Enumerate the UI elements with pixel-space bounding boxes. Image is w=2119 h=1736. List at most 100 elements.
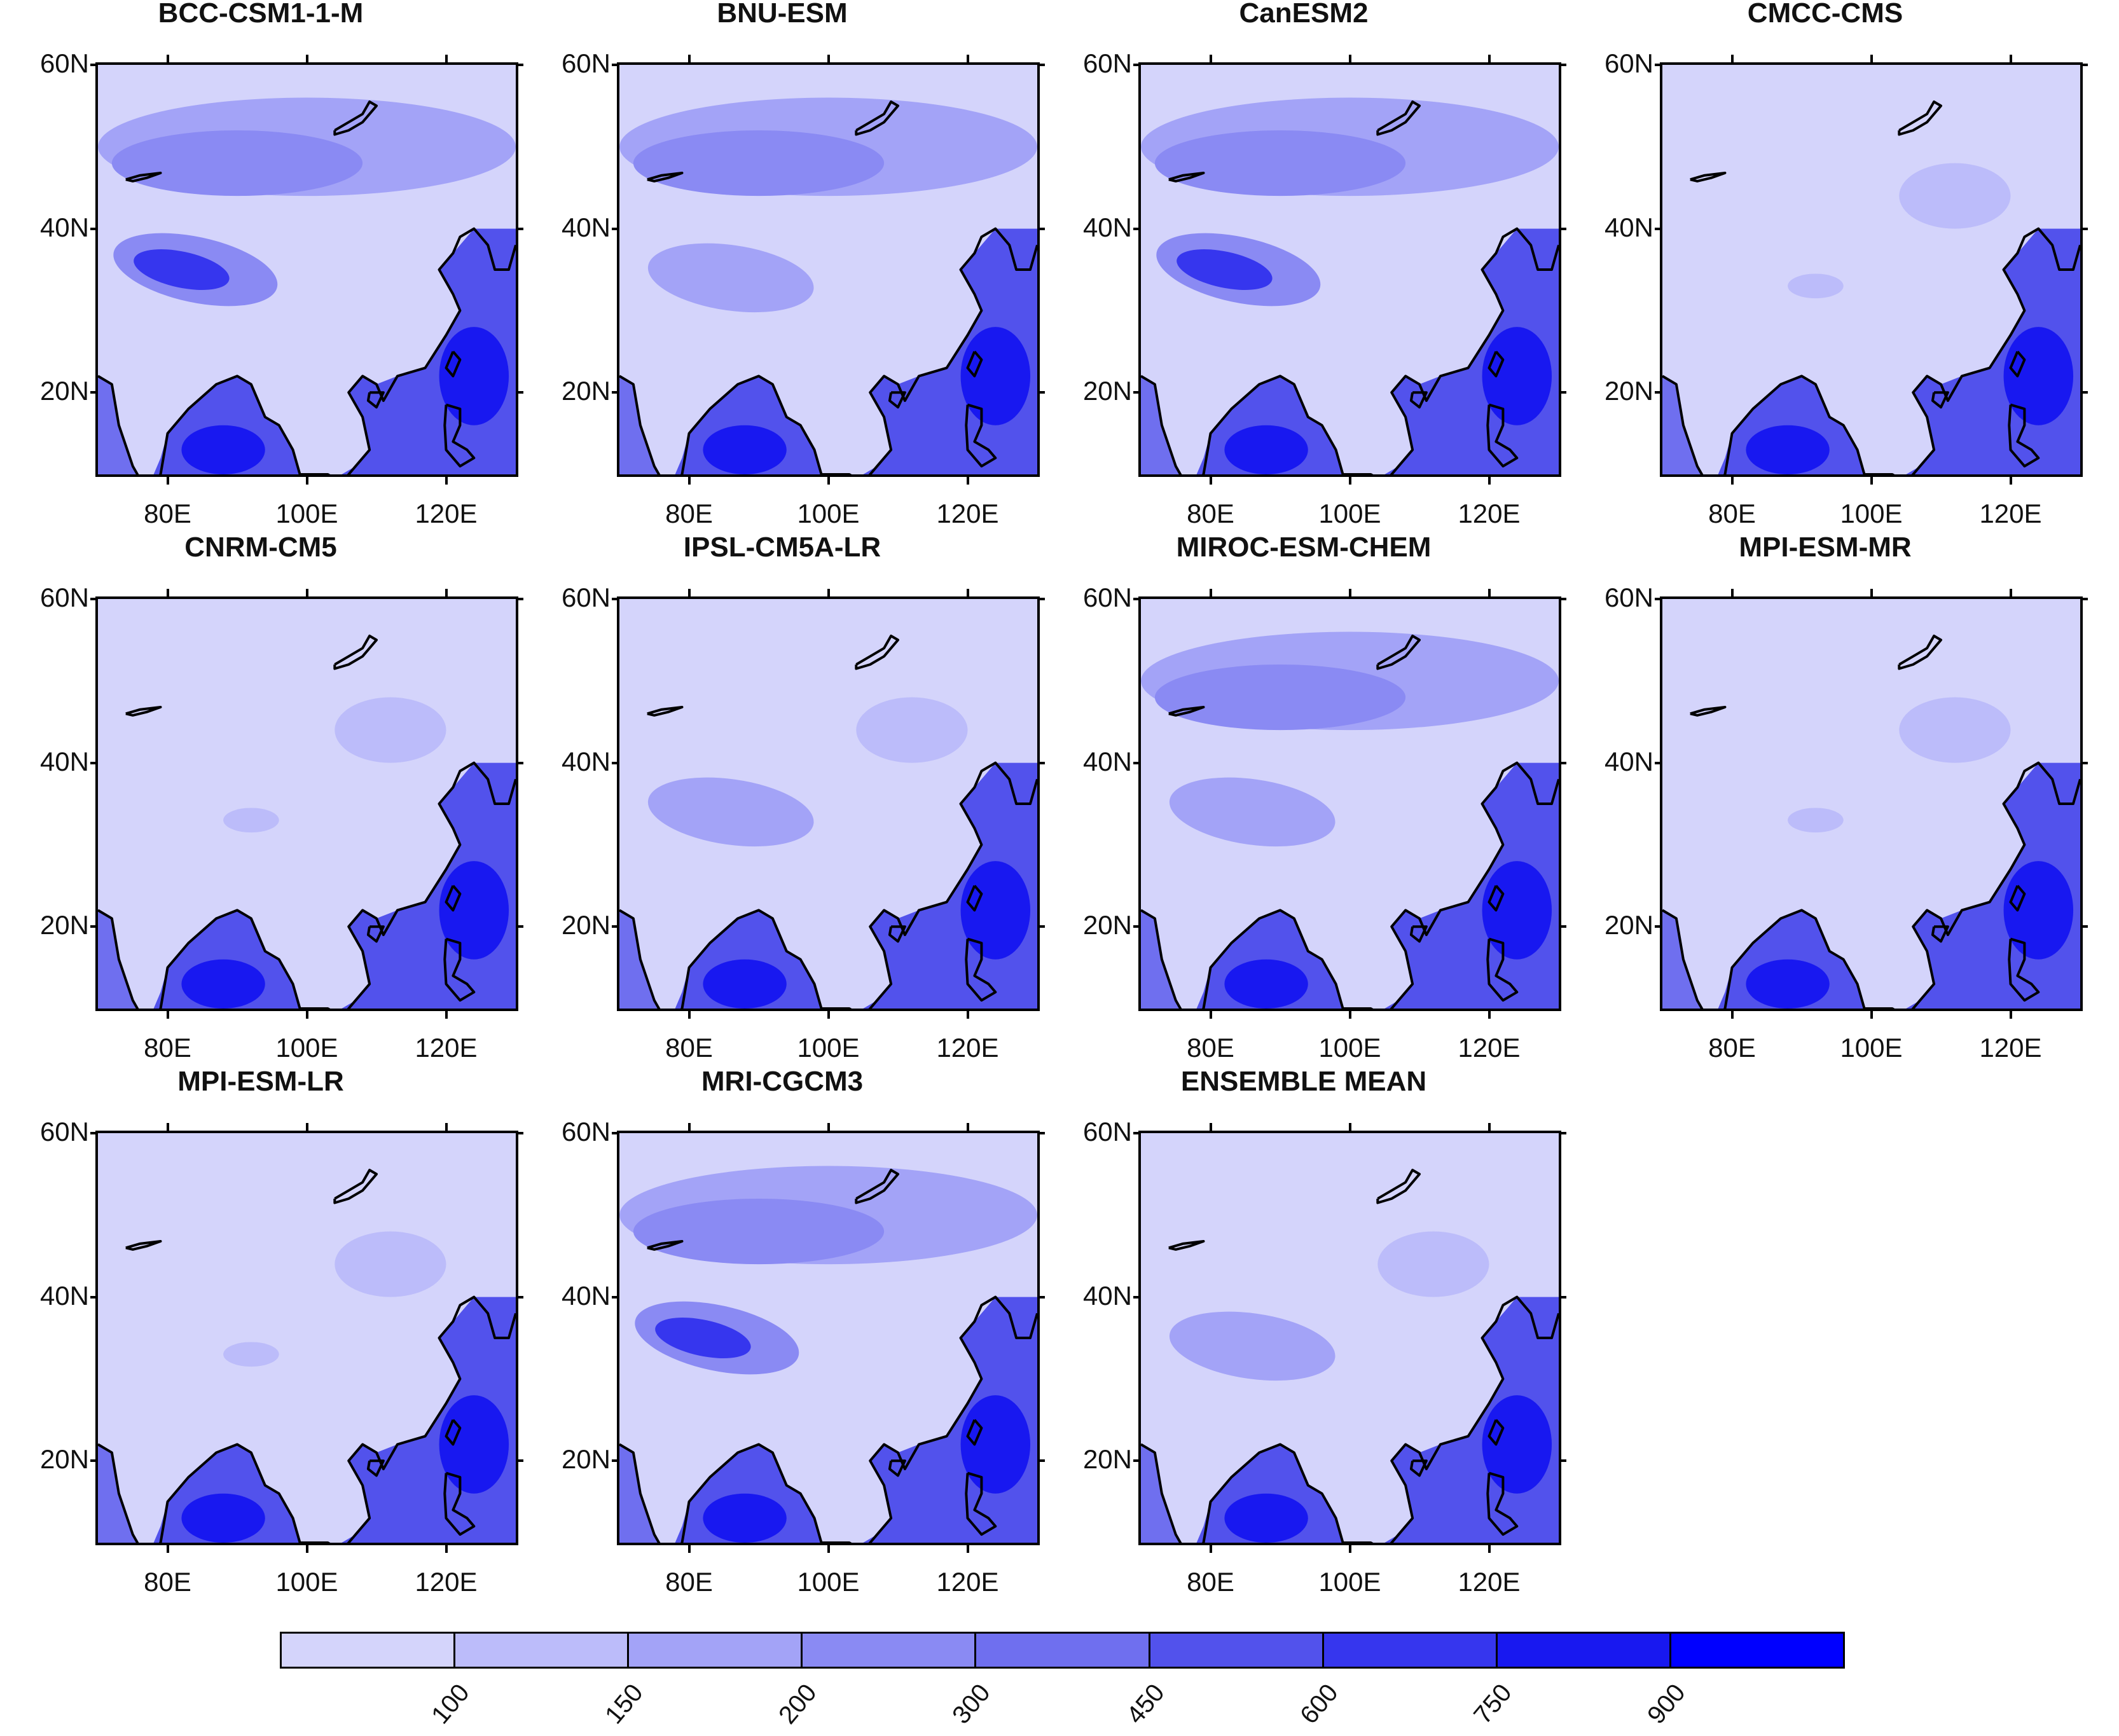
north-band-core xyxy=(1154,665,1406,731)
tibet-shade xyxy=(647,243,814,313)
lon-tick-label: 80E xyxy=(665,499,713,528)
lon-tick-label: 80E xyxy=(665,1033,713,1063)
lat-tick xyxy=(612,1295,619,1299)
map-panel: IPSL-CM5A-LR 60N 40N 20N 80E 100E 120E xyxy=(521,532,1045,1063)
lon-tick-top xyxy=(1870,55,1873,62)
lat-tick-label: 20N xyxy=(39,376,89,406)
map-area xyxy=(1660,62,2083,477)
lon-tick xyxy=(827,477,830,485)
lon-tick-top xyxy=(1348,1123,1351,1131)
hainan-outline xyxy=(366,391,385,409)
lon-tick-top xyxy=(827,55,830,62)
lat-tick-label: 60N xyxy=(1082,1117,1132,1147)
lon-tick xyxy=(1730,1011,1734,1019)
lat-tick xyxy=(90,1295,98,1299)
lon-tick-top xyxy=(1487,1123,1491,1131)
lat-tick-label: 60N xyxy=(1082,582,1132,612)
tibet-shade xyxy=(1169,777,1336,847)
lon-tick-top xyxy=(166,589,169,596)
lat-tick xyxy=(612,1132,619,1134)
lat-tick-right xyxy=(516,1132,523,1134)
lon-tick-top xyxy=(2009,589,2012,596)
lon-tick-label: 80E xyxy=(1187,1567,1234,1597)
hainan-outline xyxy=(1931,391,1949,409)
lon-tick-label: 100E xyxy=(797,499,860,528)
lat-tick xyxy=(1133,1295,1141,1299)
lon-tick-label: 120E xyxy=(415,499,478,528)
lon-tick-label: 80E xyxy=(144,1033,191,1063)
map-area xyxy=(1138,596,1561,1011)
coastline xyxy=(98,227,516,474)
north-band-core xyxy=(1154,130,1406,196)
luzon-outline xyxy=(1486,403,1519,468)
hainan-outline xyxy=(888,925,906,943)
map-panel: MPI-ESM-MR 60N 40N 20N 80E 100E 120E xyxy=(1564,532,2088,1063)
north-shade xyxy=(856,697,968,763)
lake-balkhash xyxy=(125,172,162,183)
lat-tick-label: 60N xyxy=(39,48,89,78)
west-pacific-max xyxy=(439,861,509,960)
lat-tick-label: 60N xyxy=(39,582,89,612)
map-area xyxy=(95,596,518,1011)
colorbar-box xyxy=(974,1632,1150,1669)
colorbar-level-label: 300 xyxy=(947,1679,997,1730)
bengal-max xyxy=(181,959,265,1009)
lat-tick-right xyxy=(1559,925,1566,928)
lat-tick xyxy=(90,1132,98,1134)
lat-tick xyxy=(1133,227,1141,230)
map-area xyxy=(617,62,1040,477)
lon-tick-label: 100E xyxy=(275,1033,338,1063)
lake-baikal xyxy=(1376,100,1421,136)
lat-tick xyxy=(1655,391,1662,394)
hainan-outline xyxy=(888,1459,906,1477)
lat-tick-right xyxy=(1037,1459,1045,1463)
taiwan-outline xyxy=(1487,1419,1505,1446)
lon-tick-top xyxy=(1870,589,1873,596)
lat-tick-right xyxy=(1559,227,1566,230)
panel-title: MPI-ESM-MR xyxy=(1739,532,1912,563)
tibet-core xyxy=(655,1318,751,1358)
lon-tick xyxy=(1209,1011,1212,1019)
lat-tick-right xyxy=(1559,1132,1566,1134)
lon-tick xyxy=(1730,477,1734,485)
lon-tick-top xyxy=(687,1123,691,1131)
lon-tick xyxy=(966,1545,969,1553)
coastline xyxy=(619,227,1037,474)
lat-tick xyxy=(1133,598,1141,600)
lon-tick-top xyxy=(445,589,448,596)
lon-tick xyxy=(687,1545,691,1553)
lat-tick-right xyxy=(1559,598,1566,600)
panel-title: ENSEMBLE MEAN xyxy=(1180,1066,1427,1097)
lon-tick xyxy=(2009,477,2012,485)
coastline xyxy=(1662,761,2080,1009)
lon-tick xyxy=(1348,1545,1351,1553)
hainan-outline xyxy=(366,925,385,943)
lat-tick xyxy=(1133,761,1141,764)
lon-tick-top xyxy=(827,589,830,596)
north-band-core xyxy=(633,1199,885,1265)
lon-tick-top xyxy=(1730,589,1734,596)
lat-tick-label: 40N xyxy=(1604,212,1653,242)
lon-tick-top xyxy=(445,1123,448,1131)
map-panel: ENSEMBLE MEAN 60N 40N 20N 80E 100E 120E xyxy=(1043,1066,1566,1597)
taiwan-outline xyxy=(1487,885,1505,912)
colorbar-level-label: 450 xyxy=(1121,1679,1170,1730)
lat-tick-right xyxy=(516,1459,523,1463)
panel-title: IPSL-CM5A-LR xyxy=(683,532,881,563)
lat-tick-right xyxy=(1037,925,1045,928)
lat-tick-right xyxy=(1559,1459,1566,1463)
lat-tick xyxy=(1655,64,1662,66)
lon-tick-top xyxy=(166,55,169,62)
lat-tick xyxy=(612,391,619,394)
lake-balkhash xyxy=(1168,1240,1205,1251)
lat-tick-right xyxy=(516,227,523,230)
luzon-outline xyxy=(443,937,476,1002)
lat-tick-label: 20N xyxy=(1604,910,1653,940)
west-pacific-max xyxy=(1482,1395,1552,1494)
panel-title: MIROC-ESM-CHEM xyxy=(1176,532,1432,563)
lon-tick-label: 120E xyxy=(415,1567,478,1597)
panel-title: CanESM2 xyxy=(1239,0,1369,29)
lon-tick-top xyxy=(1730,55,1734,62)
west-pacific-max xyxy=(960,861,1031,960)
lat-tick xyxy=(90,761,98,764)
